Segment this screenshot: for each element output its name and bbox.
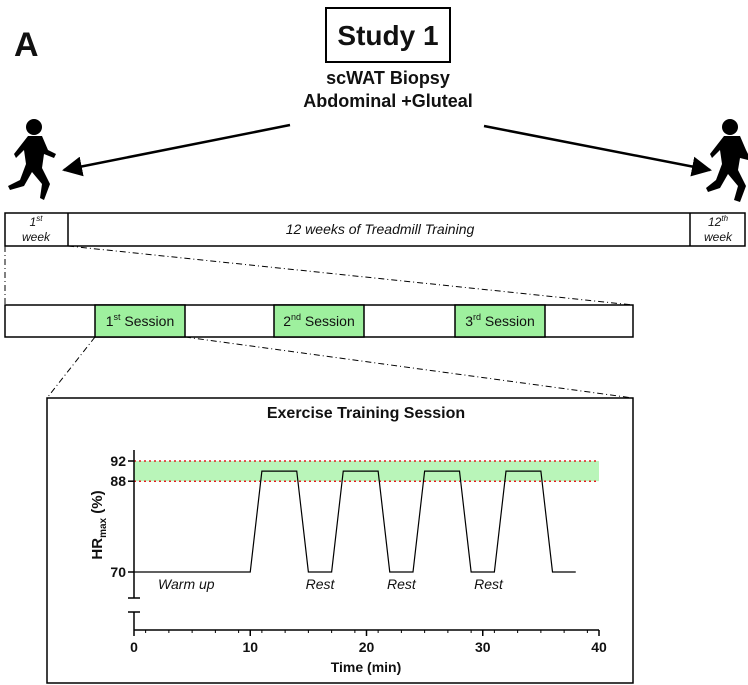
x-tick-label: 40 [591,639,607,655]
x-axis-label: Time (min) [331,659,402,675]
number: 12 [708,215,722,229]
number: 2 [283,313,291,329]
week-unit: week [704,230,733,244]
session-text: Session [121,313,175,329]
number: 3 [465,313,473,329]
y-tick-label: 70 [110,564,126,580]
week-unit: week [22,230,51,244]
y-tick-label: 92 [110,453,126,469]
session-text: Session [301,313,355,329]
subtitle: Abdominal +Gluteal [303,91,473,111]
superscript: th [721,214,728,223]
number: 1 [106,313,114,329]
subtitle: scWAT Biopsy [326,68,450,88]
title: Study 1 [337,20,438,51]
x-tick-label: 10 [242,639,258,655]
timeline-main: 12 weeks of Treadmill Training [286,221,475,237]
x-tick-label: 20 [359,639,375,655]
runner-left [8,119,56,200]
session-text: Session [481,313,535,329]
panel-label: A [14,26,39,64]
superscript: st [36,214,43,223]
annotation: Rest [387,576,417,592]
runner-right [706,119,748,202]
annotation: Rest [474,576,504,592]
y-tick-label: 88 [110,473,126,489]
plot-title: Exercise Training Session [267,405,465,422]
y-label-sub: max [98,517,109,537]
x-tick-label: 0 [130,639,138,655]
y-label-unit: (%) [89,490,106,518]
number: 1 [30,215,37,229]
superscript: rd [473,312,481,322]
arrow [64,125,290,170]
annotation: Rest [306,576,336,592]
figure: A Study 1 scWAT Biopsy Abdominal +Glutea… [0,0,748,685]
arrow [484,126,710,170]
y-label-main: HR [89,538,106,560]
superscript: nd [291,312,301,322]
annotation: Warm up [158,576,215,592]
page: {"panel_label": "A", "title": "Study 1",… [0,0,748,685]
x-tick-label: 30 [475,639,491,655]
